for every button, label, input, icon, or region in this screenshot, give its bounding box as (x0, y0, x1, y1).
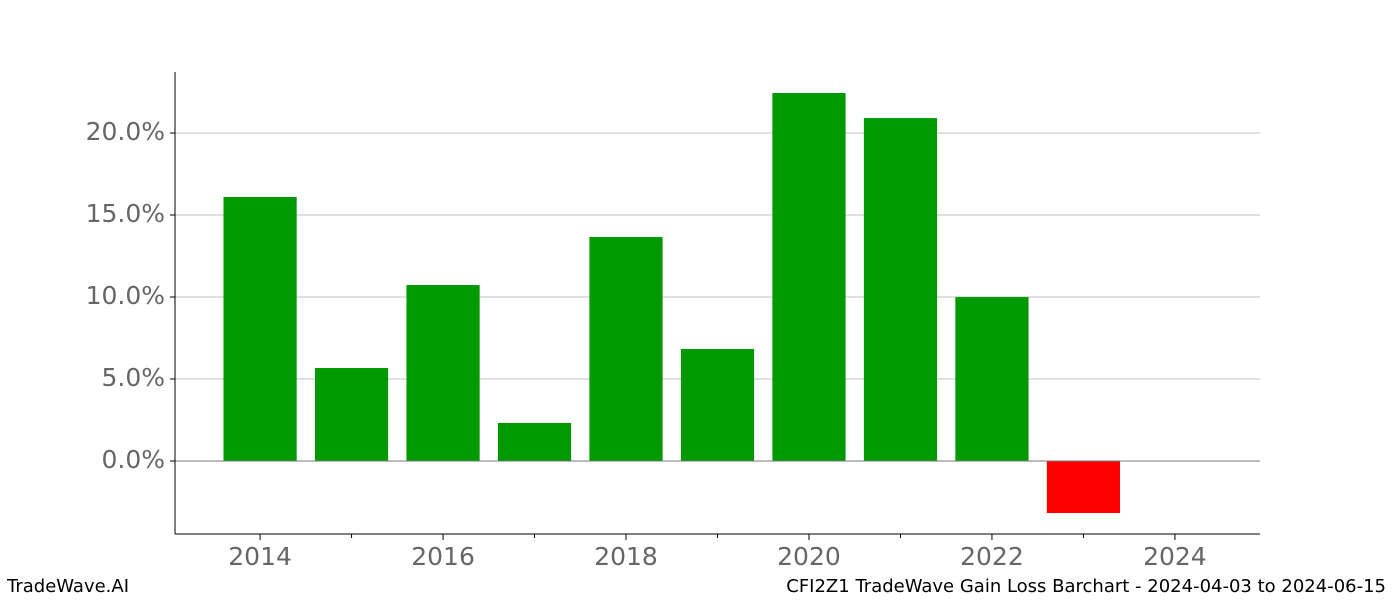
x-tick-label: 2016 (411, 542, 475, 571)
bar (223, 196, 297, 462)
bar (314, 368, 389, 462)
x-tick-label: 2024 (1143, 542, 1207, 571)
bar (863, 118, 938, 462)
chart-title: CFI2Z1 TradeWave Gain Loss Barchart - 20… (786, 576, 1386, 597)
x-tick-label: 2018 (594, 542, 658, 571)
x-tick-label: 2022 (960, 542, 1024, 571)
x-tick-label: 2020 (777, 542, 841, 571)
bar (772, 92, 846, 462)
y-tick-label: 10.0% (86, 281, 165, 310)
y-tick-label: 5.0% (101, 363, 165, 392)
bar (955, 297, 1029, 462)
bar (589, 236, 663, 462)
y-tick-label: 20.0% (86, 117, 165, 146)
source-label: TradeWave.AI (6, 576, 129, 597)
bar (1046, 461, 1121, 514)
x-tick-label: 2014 (228, 542, 292, 571)
bar (680, 349, 755, 462)
y-tick-label: 0.0% (101, 445, 165, 474)
bar (497, 422, 572, 462)
y-tick-label: 15.0% (86, 199, 165, 228)
bar (406, 285, 480, 462)
